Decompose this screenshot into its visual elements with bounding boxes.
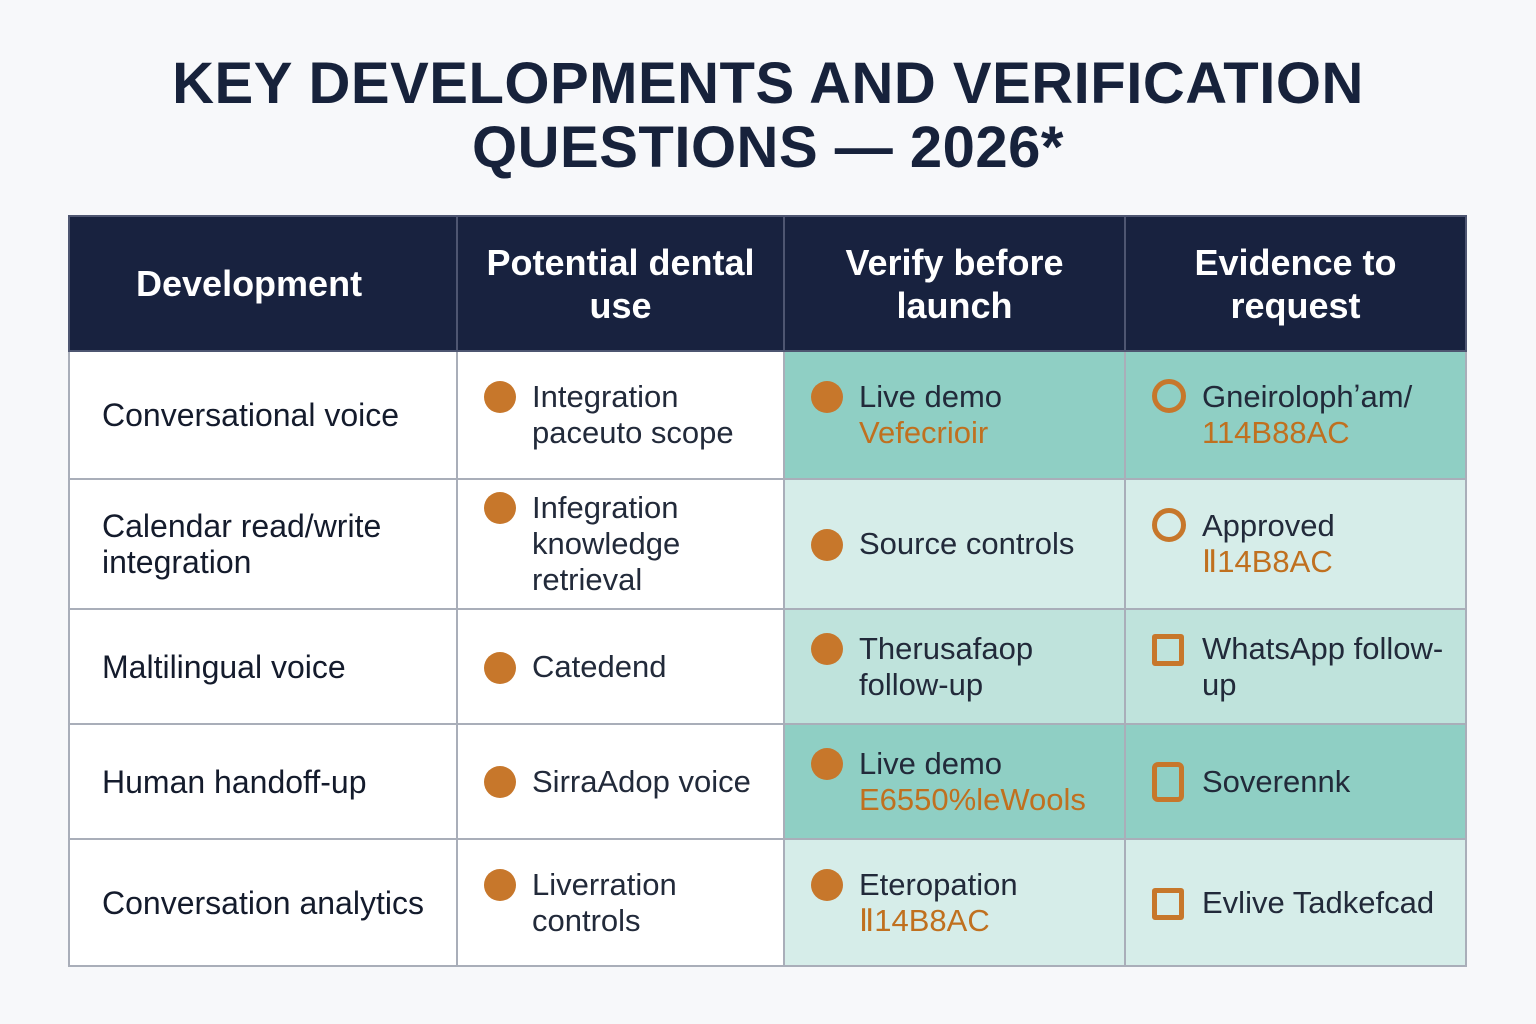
use-text: SirraAdop voice	[532, 763, 751, 799]
bullet-icon	[811, 529, 843, 561]
evidence-text: Gneirolophʼam/	[1202, 379, 1413, 414]
development-cell: Conversation analytics	[68, 838, 458, 967]
bullet-icon	[811, 747, 843, 780]
page-title: KEY DEVELOPMENTS AND VERIFICATION QUESTI…	[0, 52, 1536, 180]
verify-accent: Vefecrioir	[859, 415, 989, 450]
use-text: Catedend	[532, 648, 667, 684]
use-text: Integration paceuto scope	[532, 379, 734, 450]
table-row: Calendar read/write integration Infegrat…	[68, 478, 1467, 610]
evidence-cell: Soverennk	[1124, 723, 1467, 840]
bullet-icon	[484, 765, 516, 798]
use-cell: Integration paceuto scope	[456, 350, 785, 480]
bullet-icon	[811, 868, 843, 901]
title-line-1: KEY DEVELOPMENTS AND VERIFICATION	[172, 51, 1364, 116]
evidence-text: WhatsApp follow-up	[1202, 630, 1444, 702]
table-row: Human handoff-up SirraAdop voice Live de…	[68, 723, 1467, 840]
verify-cell: Live demo E6550%leWools	[783, 723, 1126, 840]
title-line-2: QUESTIONS — 2026*	[472, 115, 1064, 180]
bullet-icon	[811, 632, 843, 665]
ring-icon	[1152, 508, 1186, 542]
table-row: Conversation analytics Liverration contr…	[68, 838, 1467, 967]
verify-accent: E6550%leWools	[859, 781, 1086, 817]
evidence-accent: Ⅱ14B8AC	[1202, 544, 1333, 579]
verification-table: Development Potential dental use Verify …	[68, 215, 1467, 967]
ring-icon	[1152, 379, 1186, 413]
development-cell: Conversational voice	[68, 350, 458, 480]
evidence-text: Approved	[1202, 508, 1335, 543]
table-header-row: Development Potential dental use Verify …	[68, 215, 1467, 352]
verify-cell: Eteropation Ⅱ14B8AC	[783, 838, 1126, 967]
verify-text: Source controls	[859, 526, 1075, 561]
use-text: Liverration controls	[532, 866, 677, 938]
evidence-cell: Evlive Tadkefcad	[1124, 838, 1467, 967]
verify-cell: Therusafaop follow-up	[783, 608, 1126, 725]
verify-text: Live demo	[859, 745, 1003, 781]
evidence-accent: 114B88AC	[1202, 415, 1350, 450]
verify-text: Eteropation	[859, 866, 1018, 902]
use-cell: Catedend	[456, 608, 785, 725]
bullet-icon	[811, 381, 843, 413]
bullet-icon	[484, 651, 516, 684]
header-verify: Verify before launch	[783, 215, 1126, 352]
header-evidence: Evidence to request	[1124, 215, 1467, 352]
verify-text: Live demo	[859, 379, 1003, 414]
table-row: Conversational voice Integration paceuto…	[68, 350, 1467, 480]
development-cell: Maltilingual voice	[68, 608, 458, 725]
use-text: Infegration knowledge retrieval	[532, 490, 681, 597]
table-row: Maltilingual voice Catedend Therusafaop …	[68, 608, 1467, 725]
evidence-cell: Approved Ⅱ14B8AC	[1124, 478, 1467, 610]
header-potential-use: Potential dental use	[456, 215, 785, 352]
use-cell: Liverration controls	[456, 838, 785, 967]
square-icon	[1152, 633, 1184, 666]
square-icon	[1152, 887, 1184, 920]
bullet-icon	[484, 492, 516, 524]
verify-cell: Live demo Vefecrioir	[783, 350, 1126, 480]
header-development: Development	[68, 215, 458, 352]
evidence-cell: Gneirolophʼam/114B88AC	[1124, 350, 1467, 480]
development-cell: Human handoff-up	[68, 723, 458, 840]
evidence-text: Evlive Tadkefcad	[1202, 884, 1435, 920]
evidence-cell: WhatsApp follow-up	[1124, 608, 1467, 725]
use-cell: Infegration knowledge retrieval	[456, 478, 785, 610]
development-cell: Calendar read/write integration	[68, 478, 458, 610]
verify-accent: Ⅱ14B8AC	[859, 902, 990, 938]
use-cell: SirraAdop voice	[456, 723, 785, 840]
verify-cell: Source controls	[783, 478, 1126, 610]
phone-icon	[1152, 761, 1184, 802]
evidence-text: Soverennk	[1202, 763, 1351, 799]
verify-text: Therusafaop follow-up	[859, 630, 1034, 702]
bullet-icon	[484, 868, 516, 901]
bullet-icon	[484, 381, 516, 413]
